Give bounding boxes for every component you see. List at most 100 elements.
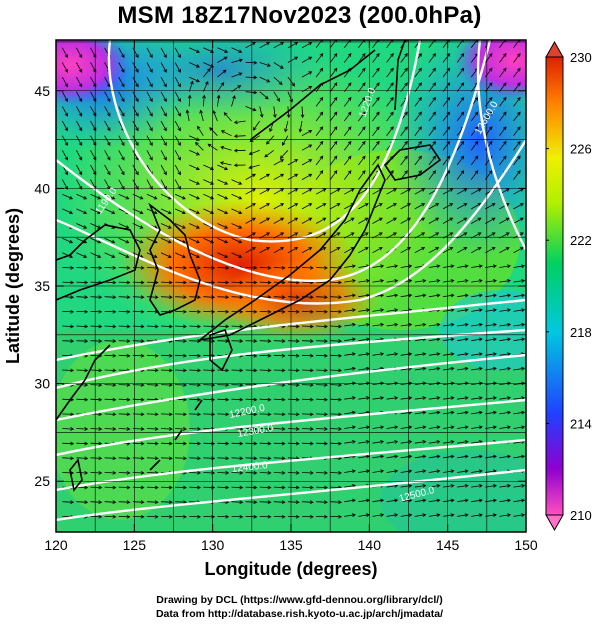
wind-arrow xyxy=(199,109,204,122)
wind-arrow xyxy=(160,295,173,300)
wind-arrow xyxy=(287,295,300,300)
wind-arrow xyxy=(400,82,408,92)
wind-arrow xyxy=(428,410,441,415)
wind-arrow xyxy=(217,514,230,519)
wind-arrow xyxy=(287,42,299,49)
wind-arrow xyxy=(61,135,68,147)
wind-arrow xyxy=(104,339,117,343)
wind-arrow xyxy=(104,252,116,258)
wind-arrow xyxy=(386,425,399,430)
wind-arrow xyxy=(245,412,258,417)
wind-arrow xyxy=(118,237,130,244)
wind-arrow xyxy=(231,223,243,229)
wind-arrow xyxy=(301,217,313,224)
wind-arrow xyxy=(287,441,300,446)
wind-arrow xyxy=(386,469,399,474)
coastline xyxy=(383,144,442,181)
wind-arrow xyxy=(189,193,200,200)
wind-arrow xyxy=(217,164,229,171)
wind-arrow xyxy=(259,91,269,100)
wind-arrow xyxy=(188,80,194,92)
wind-arrow xyxy=(386,170,394,180)
x-tick-label: 120 xyxy=(44,537,68,553)
wind-arrow xyxy=(513,337,526,342)
wind-arrow xyxy=(414,484,427,488)
wind-arrow xyxy=(104,456,117,461)
wind-arrow xyxy=(62,412,75,417)
wind-arrow xyxy=(160,193,172,200)
wind-arrow xyxy=(287,470,300,475)
wind-arrow xyxy=(316,485,328,490)
wind-arrow xyxy=(456,217,468,224)
wind-arrow xyxy=(160,76,167,88)
wind-arrow xyxy=(189,252,200,258)
wind-arrow xyxy=(90,397,103,402)
wind-arrow xyxy=(245,427,258,431)
wind-arrow xyxy=(499,279,512,283)
wind-arrow xyxy=(386,126,394,136)
wind-arrow xyxy=(301,309,314,314)
wind-arrow xyxy=(231,280,244,285)
wind-arrow xyxy=(118,150,125,161)
wind-arrow xyxy=(273,353,286,358)
wind-arrow xyxy=(104,353,117,358)
wind-arrow xyxy=(372,469,385,474)
wind-arrow xyxy=(372,498,385,503)
wind-arrow xyxy=(428,366,441,371)
wind-arrow xyxy=(231,179,243,185)
wind-arrow xyxy=(287,412,300,417)
wind-arrow xyxy=(513,82,521,92)
wind-arrow xyxy=(273,485,286,490)
wind-arrow xyxy=(175,309,187,314)
wind-arrow xyxy=(386,352,399,356)
wind-arrow xyxy=(146,91,153,103)
wind-arrow xyxy=(316,353,328,358)
wind-arrow xyxy=(62,427,75,431)
wind-arrow xyxy=(217,485,230,490)
wind-arrow xyxy=(259,427,272,431)
wind-arrow xyxy=(245,265,258,270)
wind-arrow xyxy=(273,339,286,343)
wind-arrow xyxy=(132,106,139,117)
wind-arrow xyxy=(343,140,352,151)
wind-arrow xyxy=(231,397,244,402)
wind-arrow xyxy=(259,42,271,49)
wind-arrow xyxy=(301,500,314,505)
wind-arrow xyxy=(118,485,131,490)
wind-arrow xyxy=(174,223,186,229)
wind-arrow xyxy=(245,353,258,358)
wind-arrow xyxy=(62,208,74,214)
wind-arrow xyxy=(104,309,117,314)
wind-arrow xyxy=(259,397,272,402)
wind-arrow xyxy=(90,427,103,431)
wind-arrow xyxy=(90,309,103,314)
wind-arrow xyxy=(330,309,343,314)
wind-arrow xyxy=(442,352,455,356)
wind-arrow xyxy=(202,67,211,78)
wind-arrow xyxy=(457,352,469,356)
wind-arrow xyxy=(316,383,328,387)
wind-arrow xyxy=(428,454,441,459)
wind-arrow xyxy=(245,456,258,461)
contour-line xyxy=(107,40,422,243)
colorbar-lower-arrow xyxy=(545,514,564,532)
y-tick-label: 25 xyxy=(34,473,50,489)
wind-arrow xyxy=(189,368,202,373)
wind-arrow xyxy=(76,193,88,200)
wind-arrow xyxy=(386,396,399,400)
wind-arrow xyxy=(284,120,289,133)
wind-arrow xyxy=(386,188,397,195)
coastline xyxy=(148,202,201,316)
wind-arrow xyxy=(330,412,343,417)
wind-arrow xyxy=(245,217,256,224)
wind-arrow xyxy=(160,120,167,132)
wind-arrow xyxy=(146,324,159,329)
wind-arrow xyxy=(189,427,202,431)
wind-arrow xyxy=(344,425,356,430)
wind-arrow xyxy=(301,470,314,475)
wind-arrow xyxy=(456,247,468,254)
wind-arrow xyxy=(344,469,356,474)
wind-arrow xyxy=(471,247,482,254)
wind-arrow xyxy=(245,173,256,180)
wind-arrow xyxy=(189,456,202,461)
